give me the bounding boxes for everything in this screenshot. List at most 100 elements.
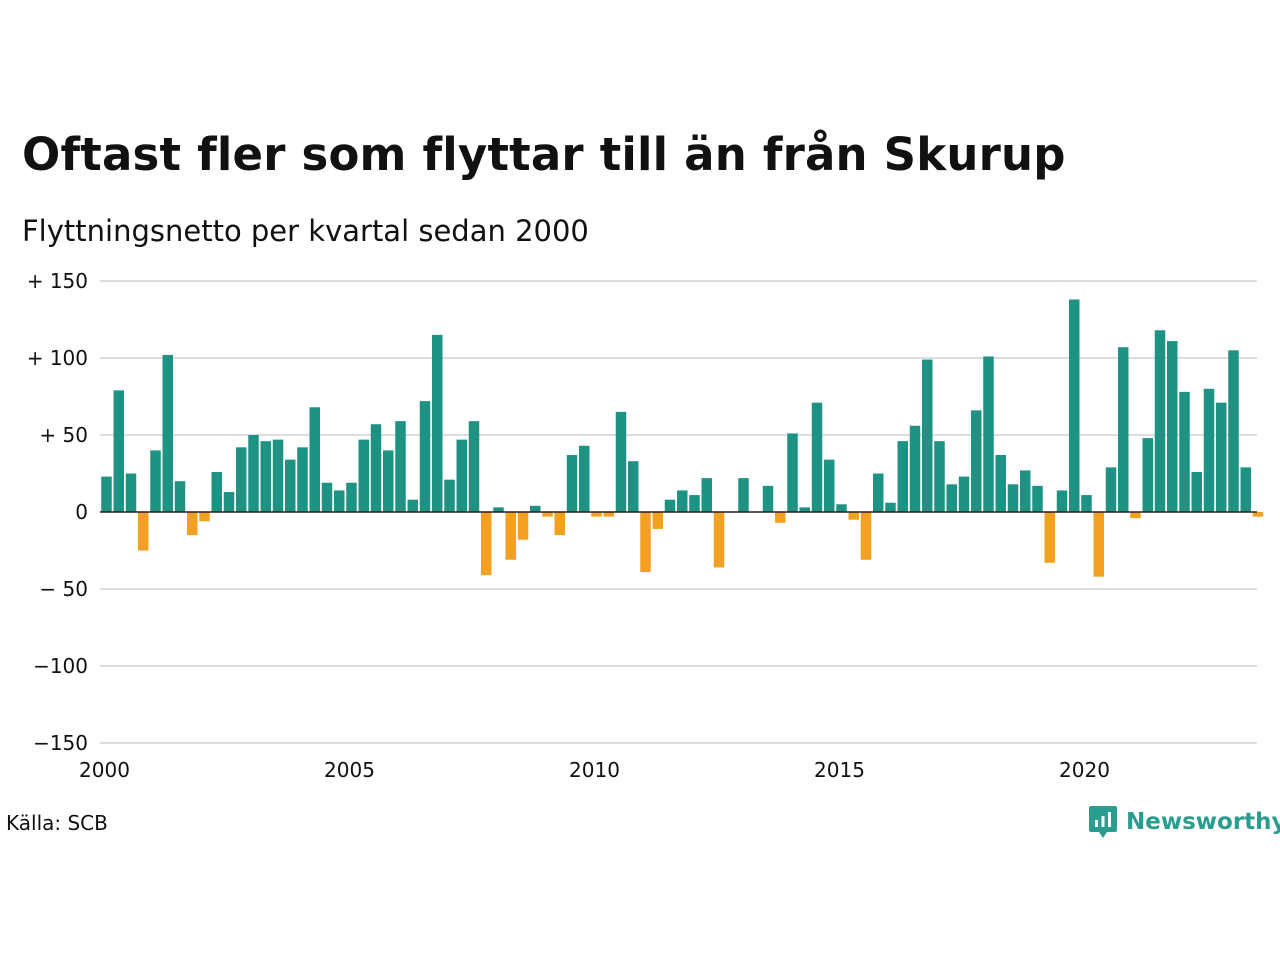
- bar: [321, 482, 333, 512]
- bar: [885, 502, 896, 512]
- bar: [1093, 512, 1104, 577]
- y-tick-label: + 150: [27, 269, 88, 293]
- bar: [468, 421, 480, 512]
- source-note: Källa: SCB: [6, 811, 108, 835]
- bar: [1216, 402, 1227, 512]
- bar: [971, 410, 982, 512]
- bar: [738, 478, 749, 512]
- bar: [995, 455, 1006, 512]
- bar: [260, 441, 271, 512]
- y-tick-label: −150: [33, 731, 88, 755]
- bar: [554, 512, 565, 536]
- bars: [101, 299, 1264, 577]
- y-tick-label: + 100: [27, 346, 88, 370]
- bar-chart: + 150 + 100 + 50 0 − 50 −100 −150 2000 2005 2010…: [27, 269, 1264, 782]
- bar: [1069, 299, 1080, 512]
- bar: [591, 512, 602, 517]
- bar: [824, 459, 835, 512]
- bar: [1032, 485, 1043, 512]
- bar: [419, 401, 431, 512]
- bar: [836, 504, 847, 512]
- chart-title: Oftast fler som flyttar till än från Sku…: [22, 128, 1066, 181]
- bar: [713, 512, 725, 568]
- bar: [113, 390, 124, 512]
- bar: [799, 507, 810, 512]
- bar: [150, 450, 161, 512]
- bar: [664, 499, 676, 512]
- bar: [456, 439, 467, 512]
- bar: [187, 512, 198, 536]
- bar: [860, 512, 872, 560]
- bar: [1154, 330, 1166, 512]
- bar: [272, 439, 284, 512]
- bar: [640, 512, 651, 573]
- bar: [934, 441, 945, 512]
- bar: [346, 482, 357, 512]
- bar: [1118, 347, 1129, 512]
- bar: [1252, 512, 1264, 517]
- bar: [1020, 470, 1031, 512]
- bar: [211, 471, 222, 512]
- bar: [1007, 484, 1019, 512]
- bar: [297, 447, 308, 512]
- bar: [493, 507, 504, 512]
- bar: [873, 473, 884, 512]
- bar: [174, 481, 186, 512]
- bar: [1191, 471, 1202, 512]
- bar: [566, 455, 578, 512]
- bar: [444, 479, 455, 512]
- bar: [701, 478, 712, 512]
- bar: [236, 447, 247, 512]
- logo-text: Newsworthy: [1126, 809, 1280, 835]
- bar: [248, 435, 259, 512]
- bar: [383, 450, 394, 512]
- bar: [615, 411, 627, 512]
- y-tick-label: − 50: [39, 577, 88, 601]
- y-tick-label: + 50: [39, 423, 88, 447]
- bar: [848, 512, 859, 520]
- bar: [370, 424, 382, 512]
- y-axis-ticks: + 150 + 100 + 50 0 − 50 −100 −150: [27, 269, 88, 755]
- bar: [579, 445, 590, 512]
- x-tick-label: 2015: [814, 758, 865, 782]
- bar: [162, 354, 173, 512]
- bar: [958, 476, 970, 512]
- gridlines: [100, 280, 1257, 744]
- bar: [1105, 467, 1117, 512]
- x-axis-ticks: 2000 2005 2010 2015 2020: [79, 758, 1110, 782]
- bar: [652, 512, 663, 529]
- bar: [334, 490, 345, 512]
- bar: [762, 485, 774, 512]
- bar: [1203, 388, 1215, 512]
- bar: [358, 439, 369, 512]
- bar: [1081, 495, 1092, 512]
- x-tick-label: 2020: [1059, 758, 1110, 782]
- bar: [628, 461, 639, 512]
- bar: [199, 512, 210, 522]
- bar: [309, 407, 320, 512]
- bar: [223, 491, 235, 512]
- bar: [787, 433, 798, 512]
- bar: [285, 459, 296, 512]
- newsworthy-logo-icon: [1089, 806, 1117, 838]
- bar: [775, 512, 786, 523]
- bar: [1142, 438, 1153, 512]
- bar: [530, 505, 541, 512]
- bar: [1179, 391, 1190, 512]
- bar: [1056, 490, 1068, 512]
- bar: [542, 512, 553, 517]
- bar: [922, 359, 933, 512]
- bar: [407, 499, 418, 512]
- bar: [1130, 512, 1141, 519]
- x-tick-label: 2000: [79, 758, 130, 782]
- x-tick-label: 2005: [324, 758, 375, 782]
- bar: [983, 356, 994, 512]
- bar: [138, 512, 149, 551]
- bar: [897, 441, 908, 512]
- y-tick-label: 0: [75, 500, 88, 524]
- bar: [689, 495, 700, 512]
- bar: [811, 402, 823, 512]
- bar: [101, 476, 112, 512]
- bar: [946, 484, 957, 512]
- bar: [1167, 341, 1178, 512]
